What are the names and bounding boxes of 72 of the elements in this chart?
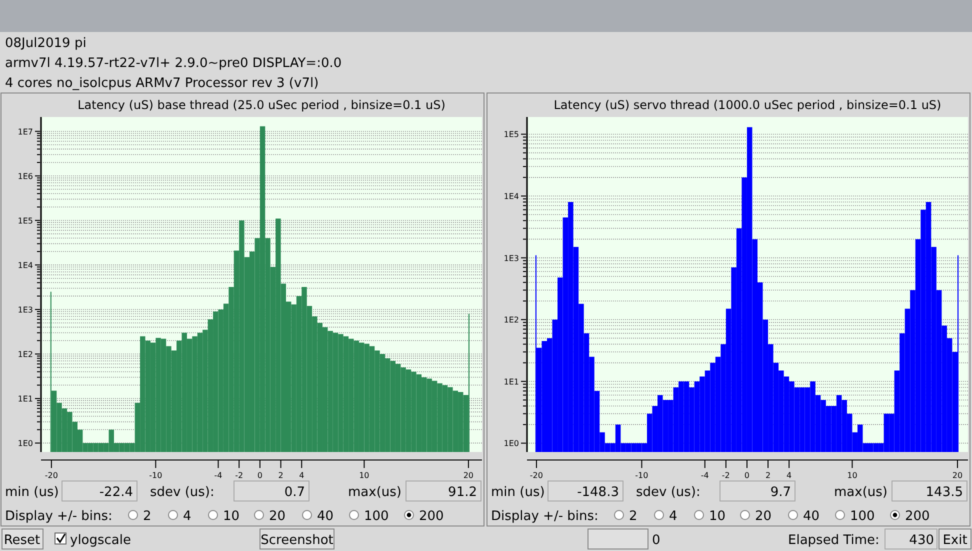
x-tick-label: 10 (359, 471, 370, 480)
text: sdev (us): (636, 485, 700, 500)
y-tick-label: 1E2 (18, 350, 33, 360)
y-tick-label: 1E4 (504, 192, 519, 202)
text: 100 (850, 509, 875, 524)
x-tick-label: 2 (765, 471, 771, 480)
x-tick-label: 0 (744, 471, 750, 480)
x-tick-label: -4 (700, 471, 709, 480)
y-tick-label: 1E4 (18, 260, 33, 270)
y-tick-label: 1E6 (18, 172, 33, 181)
x-tick-label: -10 (149, 471, 162, 480)
x-tick-label: 10 (847, 471, 858, 480)
text: 40 (803, 509, 820, 524)
x-tick-label: 2 (278, 471, 284, 480)
x-tick-label: -2 (722, 471, 730, 480)
text: -148.3 (577, 485, 619, 500)
x-tick-label: -2 (235, 471, 244, 480)
text: -22.4 (99, 485, 133, 500)
chart-title: Latency (uS) base thread (25.0 uSec period , binsize=0.1 uS) (78, 98, 446, 112)
y-tick-label: 1E5 (504, 130, 519, 140)
y-tick-label: 1E3 (18, 305, 33, 314)
y-tick-label: 1E5 (18, 216, 33, 226)
text: min (us) (491, 485, 545, 500)
text: max(us) (834, 485, 888, 500)
text: 4 (669, 509, 678, 524)
text: 10 (223, 509, 240, 524)
text: Elapsed Time: (788, 533, 880, 548)
y-tick-label: 1E2 (504, 316, 519, 325)
text: 143.5 (926, 485, 963, 500)
x-tick-label: -20 (530, 471, 544, 480)
text: Reset (4, 533, 40, 548)
text: 4 cores no_isolcpus ARMv7 Processor rev 3 (v7l) (5, 76, 319, 91)
text: 10 (709, 509, 726, 524)
text: 2 (629, 509, 638, 524)
text: 9.7 (770, 485, 791, 500)
text: 0.7 (284, 485, 305, 500)
y-tick-label: 1E0 (504, 439, 519, 448)
x-tick-label: 4 (786, 471, 792, 480)
text: 430 (909, 533, 934, 548)
text: 2 (143, 509, 152, 524)
text: 100 (364, 509, 389, 524)
text: min (us) (5, 485, 59, 500)
x-tick-label: -20 (44, 471, 58, 480)
text: 200 (905, 509, 930, 524)
y-tick-label: 1E7 (18, 127, 33, 136)
text: Exit (942, 533, 968, 548)
text: Screenshot (260, 533, 334, 548)
x-tick-label: -10 (635, 471, 648, 480)
text: Display +/- bins: (5, 509, 112, 524)
chart-title: Latency (uS) servo thread (1000.0 uSec period , binsize=0.1 uS) (554, 98, 942, 112)
x-tick-label: -4 (214, 471, 222, 480)
text: 91.2 (448, 485, 477, 500)
x-tick-label: 20 (463, 471, 474, 480)
y-tick-label: 1E0 (18, 439, 33, 448)
text: armv7l 4.19.57-rt22-v7l+ 2.9.0~pre0 DISPLAY=:0.0 (5, 56, 342, 71)
y-tick-label: 1E1 (18, 394, 33, 404)
text: 40 (317, 509, 334, 524)
y-tick-label: 1E1 (504, 377, 519, 386)
text: 20 (755, 509, 772, 524)
y-tick-label: 1E3 (504, 254, 519, 263)
text: 200 (419, 509, 444, 524)
x-tick-label: 20 (952, 471, 963, 480)
x-tick-label: 0 (257, 471, 262, 480)
text: 0 (652, 533, 660, 548)
text: ylogscale (70, 533, 132, 548)
text: sdev (us): (150, 485, 214, 500)
text: 20 (269, 509, 286, 524)
x-tick-label: 4 (299, 471, 304, 480)
text: Display +/- bins: (491, 509, 598, 524)
text: 4 (183, 509, 192, 524)
text: 08Jul2019 pi (5, 36, 86, 51)
text: max(us) (348, 485, 402, 500)
